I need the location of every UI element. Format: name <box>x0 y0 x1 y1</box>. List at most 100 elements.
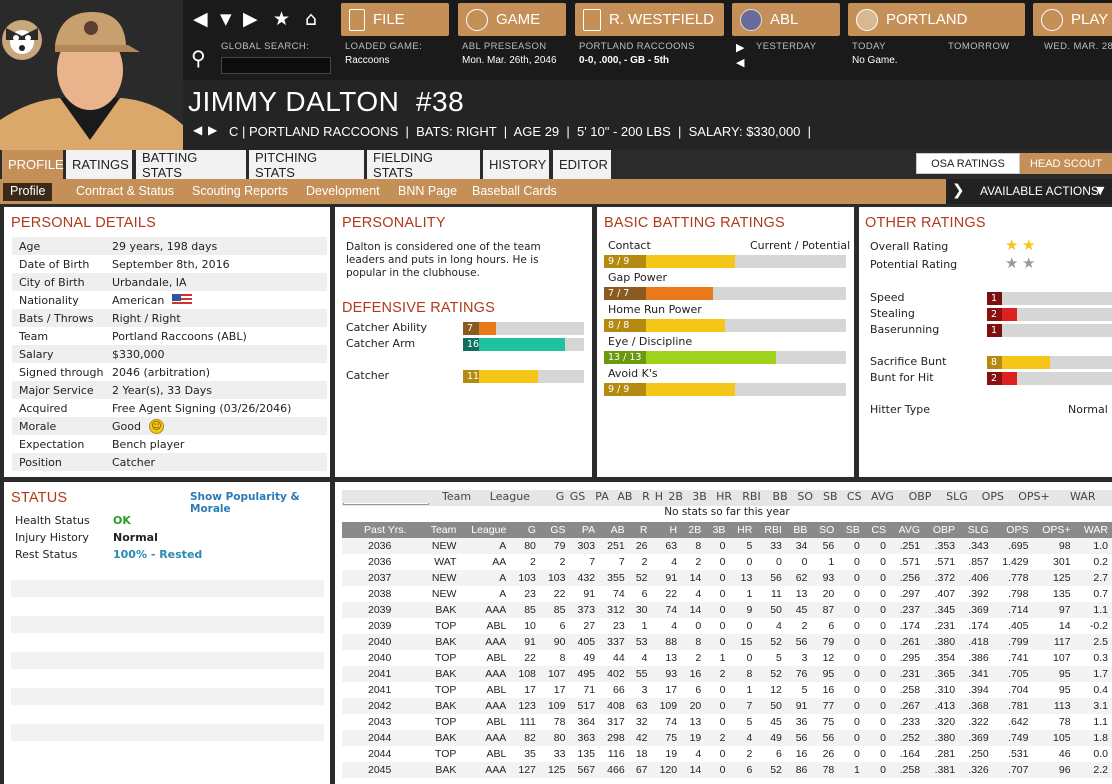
stats-cell: .741 <box>1008 652 1029 664</box>
back-arrow-icon[interactable]: ◀ <box>193 8 208 30</box>
stats-cell: 35 <box>524 748 536 760</box>
personal-row-label: Signed through <box>19 365 104 379</box>
tab-fielding-stats[interactable]: FIELDING STATS <box>367 150 480 180</box>
tab-history[interactable]: HISTORY <box>483 150 549 179</box>
manager-button[interactable]: R. WESTFIELD <box>575 3 724 36</box>
game-button[interactable]: GAME <box>458 3 566 36</box>
table-row[interactable]: 2036 WAT AA 2 2 7 7 2 4 2 0 0 0 0 1 0 0 .571 .571 .857 1.429… <box>342 554 1112 570</box>
table-row[interactable]: 2044 TOP ABL 35 33 135 116 18 19 4 0 2 6 16 26 0 0.164.2… <box>342 746 1112 762</box>
table-row[interactable]: 2039 TOP ABL 10 6 27 23 1 4 0 0 0 4 2 6 0 0.174.231.174.… <box>342 618 1112 634</box>
league-button[interactable]: ABL <box>732 3 840 36</box>
stats-column-header[interactable]: BB <box>793 524 808 536</box>
splits-select[interactable]: Splits ▼ <box>343 490 429 505</box>
table-row[interactable]: 2039 BAK AAA 85 85 373 312 30 74 14 0 9 50 45 87 0 0 .237… <box>342 602 1112 618</box>
stats-column-header[interactable]: OPS+ <box>1042 524 1071 536</box>
stats-column-header[interactable]: HR <box>737 524 753 536</box>
stats-column-header[interactable]: RBI <box>764 524 782 536</box>
table-row[interactable]: 2040 BAK AAA 91 90 405 337 53 88 8 0 15 52 56 79 0 0.261… <box>342 634 1112 650</box>
stats-cell: 67 <box>635 764 648 776</box>
subtab-scouting-reports[interactable]: Scouting Reports <box>192 184 288 198</box>
prev-day-arrow-icon[interactable]: ◀ <box>736 56 745 69</box>
show-popularity-morale-link[interactable]: Show Popularity & Morale <box>190 491 300 515</box>
dropdown-arrow-icon[interactable]: ▼ <box>220 10 232 28</box>
head-scout-button[interactable]: HEAD SCOUT <box>1020 153 1112 174</box>
table-row[interactable]: 2038 NEW A 23 22 91 74 6 22 4 0 1 11 13 20 0 0.297.407.3… <box>342 586 1112 602</box>
stats-column-header[interactable]: SLG <box>967 524 989 536</box>
stats-column-header[interactable]: 3B <box>712 524 726 536</box>
global-search-input[interactable] <box>221 57 331 74</box>
personal-row: City of Birth Urbandale, IA <box>12 273 327 291</box>
stats-cell: 0 <box>853 636 860 648</box>
table-row[interactable]: 2041 TOP ABL 17 17 71 66 3 17 6 0 1 12 5 16 0 0 .258 .310.… <box>342 682 1112 698</box>
table-row[interactable]: 2042 BAK AAA 123 109 517 408 63 109 20 0 7 50 91 77 0 0.… <box>342 698 1112 714</box>
file-button[interactable]: FILE <box>341 3 449 36</box>
stats-cell: A <box>499 572 507 584</box>
stats-cell: 44 <box>612 652 625 664</box>
table-row[interactable]: 2037 NEW A 103 103 432 355 52 91 14 0 13 56 62 93 0 0 .25… <box>342 570 1112 586</box>
file-label: FILE <box>373 11 405 28</box>
forward-arrow-icon[interactable]: ▶ <box>243 8 258 30</box>
stats-column-header[interactable]: OPS <box>1006 524 1029 536</box>
subtab-development[interactable]: Development <box>306 184 380 198</box>
tab-editor[interactable]: EDITOR <box>553 150 611 179</box>
play-button[interactable]: PLAY <box>1033 3 1112 36</box>
table-row[interactable]: 2045 BAK AAA 127 125 567 466 67 120 14 0 6 52 86 78 1 0.… <box>342 762 1112 778</box>
home-icon[interactable]: ⌂ <box>305 8 318 30</box>
stats-cell: AAA <box>485 636 507 648</box>
subtab-profile[interactable]: Profile <box>3 183 53 201</box>
stats-column-header[interactable]: R <box>639 524 648 536</box>
stats-column-header[interactable]: G <box>527 524 536 536</box>
stats-column-header[interactable]: 2B <box>688 524 702 536</box>
stats-column-header[interactable]: PA <box>581 524 596 536</box>
stats-column-header[interactable]: H <box>669 524 678 536</box>
table-row[interactable]: 2043 TOP ABL 111 78 364 317 32 74 13 0 5 45 36 75 0 0 .23… <box>342 714 1112 730</box>
next-day-arrow-icon[interactable]: ▶ <box>736 41 745 54</box>
personal-row-value[interactable]: American <box>112 293 165 307</box>
stats-column-header[interactable]: AVG <box>898 524 921 536</box>
personal-row: Major Service 2 Year(s), 33 Days <box>12 381 327 399</box>
available-actions-menu[interactable]: ❯ AVAILABLE ACTIONS ▼ <box>946 179 1112 204</box>
tab-pitching-stats[interactable]: PITCHING STATS <box>249 150 364 180</box>
subtab-bnn-page[interactable]: BNN Page <box>398 184 458 198</box>
personal-row-label: Bats / Throws <box>19 311 94 325</box>
stats-cell: 90 <box>553 636 566 648</box>
stats-cell: BAK <box>435 732 457 744</box>
stats-cell: 108 <box>518 668 536 680</box>
stats-cell: 93 <box>822 572 835 584</box>
table-row[interactable]: 2036 NEW A 80 79 303 251 26 63 8 0 5 33 34 56 0 0.251.35… <box>342 538 1112 554</box>
table-row[interactable]: 2041 BAK AAA 108 107 495 402 55 93 16 2 8 52 76 95 0 0.2… <box>342 666 1112 682</box>
subtab-baseball-cards[interactable]: Baseball Cards <box>472 184 557 198</box>
stats-cell: 46 <box>1058 748 1071 760</box>
stats-cell: 0.3 <box>1093 652 1108 664</box>
subtab-contract-status[interactable]: Contract & Status <box>76 184 174 198</box>
status-row-label: Health Status <box>15 514 90 527</box>
team-button[interactable]: PORTLAND <box>848 3 1025 36</box>
stats-cell: 2.2 <box>1093 764 1108 776</box>
stats-cell: 0 <box>719 572 726 584</box>
prev-player-icon[interactable]: ◀ <box>193 123 203 137</box>
table-row[interactable]: 2044 BAK AAA 82 80 363 298 42 75 19 2 4 49 56 56 0 0 .252… <box>342 730 1112 746</box>
stats-column-header[interactable]: AB <box>610 524 625 536</box>
stats-column-header[interactable]: SO <box>819 524 835 536</box>
osa-ratings-button[interactable]: OSA RATINGS <box>916 153 1020 174</box>
stats-column-header[interactable]: Past Yrs. <box>364 524 407 536</box>
table-row[interactable]: 2040 TOP ABL 22 8 49 44 4 13 2 1 0 5 3 12 0 0.295.354.38… <box>342 650 1112 666</box>
stats-cell: NEW <box>431 540 457 552</box>
next-player-icon[interactable]: ▶ <box>208 123 218 137</box>
stats-column-header[interactable]: Team <box>430 524 457 536</box>
stats-column-header[interactable]: SB <box>845 524 860 536</box>
stats-column-header[interactable]: WAR <box>1083 524 1108 536</box>
stats-column-header[interactable]: OBP <box>932 524 956 536</box>
tab-batting-stats[interactable]: BATTING STATS <box>136 150 246 180</box>
stats-cell: 103 <box>547 572 566 584</box>
personal-row-value[interactable]: Portland Raccoons (ABL) <box>112 329 247 343</box>
rating-bar: 13 / 13 <box>604 351 846 364</box>
tab-ratings[interactable]: RATINGS <box>66 150 132 179</box>
star-icon[interactable]: ★ <box>273 8 291 30</box>
stats-column-header[interactable]: CS <box>871 524 886 536</box>
stats-cell: 135 <box>577 748 596 760</box>
stats-column-header[interactable]: League <box>471 524 507 536</box>
stats-cell: 0 <box>880 620 886 632</box>
tab-profile[interactable]: PROFILE <box>2 150 64 179</box>
stats-column-header[interactable]: GS <box>550 524 566 536</box>
